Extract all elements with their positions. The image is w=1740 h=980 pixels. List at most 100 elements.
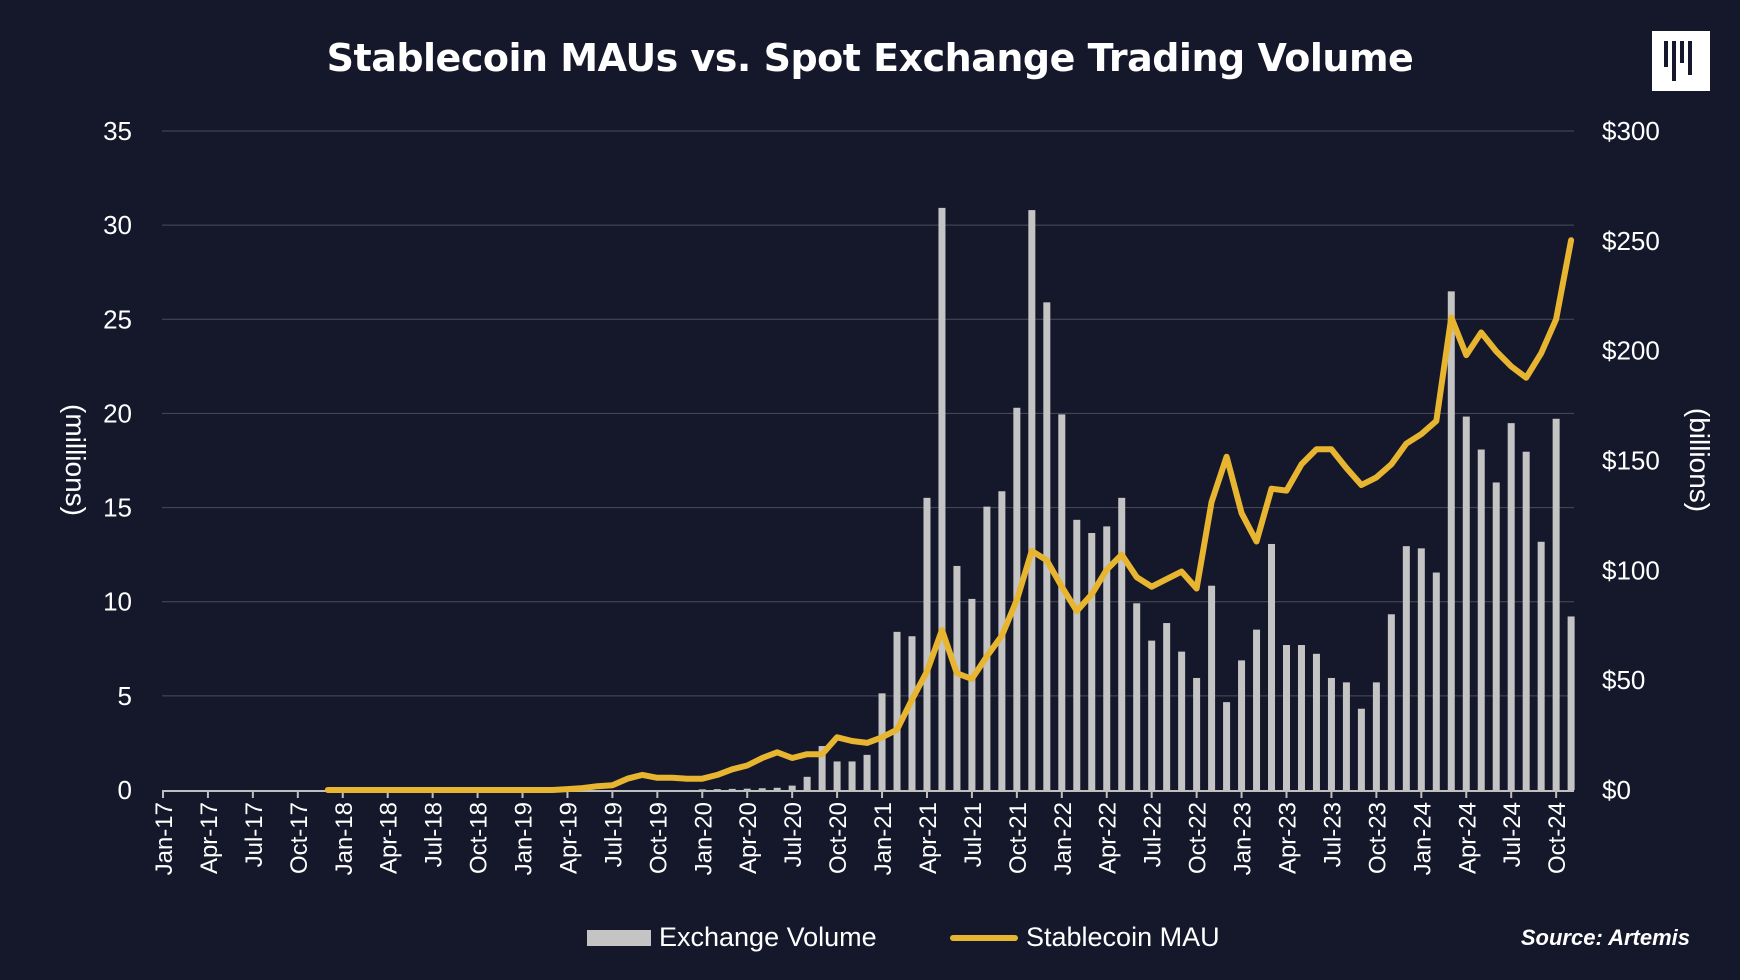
legend-swatch-line	[950, 934, 1018, 941]
bar-exchange-volume	[968, 598, 976, 790]
y-right-tick-label: $300	[1602, 116, 1660, 146]
x-tick-label: Jan-22	[1050, 802, 1077, 875]
x-tick-label: Jul-22	[1140, 802, 1167, 867]
x-tick-label: Apr-20	[735, 802, 762, 874]
bar-exchange-volume	[1223, 702, 1231, 790]
bar-exchange-volume	[1043, 302, 1051, 790]
bar-exchange-volume	[1402, 546, 1410, 790]
bar-exchange-volume	[923, 497, 931, 790]
bar-exchange-volume	[1148, 640, 1156, 790]
bar-exchange-volume	[1118, 497, 1126, 790]
bar-exchange-volume	[743, 788, 751, 790]
x-tick-label: Jul-20	[780, 802, 807, 867]
y-left-tick-label: 30	[103, 210, 132, 240]
bar-exchange-volume	[1327, 677, 1335, 790]
x-tick-label: Oct-17	[286, 802, 313, 874]
source-note: Source: Artemis	[1520, 925, 1690, 950]
legend-item-stablecoin-mau: Stablecoin MAU	[950, 922, 1220, 953]
bar-exchange-volume	[863, 754, 871, 790]
bar-exchange-volume	[1567, 616, 1575, 790]
x-tick-label: Oct-22	[1185, 802, 1212, 874]
bar-exchange-volume	[818, 746, 826, 790]
y-left-tick-label: 15	[103, 493, 132, 523]
x-tick-label: Jul-19	[600, 802, 627, 867]
bar-exchange-volume	[773, 787, 781, 790]
bar-exchange-volume	[1312, 653, 1320, 790]
x-tick-label: Oct-24	[1544, 802, 1571, 874]
y-right-tick-label: $200	[1602, 336, 1660, 366]
x-tick-label: Jul-23	[1319, 802, 1346, 867]
x-tick-label: Jan-21	[870, 802, 897, 875]
bar-exchange-volume	[833, 761, 841, 790]
bar-exchange-volume	[1283, 645, 1290, 790]
bar-exchange-volume	[1253, 629, 1261, 790]
x-tick-label: Jul-21	[960, 802, 987, 867]
bar-exchange-volume	[1342, 682, 1350, 790]
x-tick-label: Jan-23	[1230, 802, 1257, 875]
bar-exchange-volume	[1238, 660, 1246, 790]
bar-exchange-volume	[803, 776, 811, 790]
bar-exchange-volume	[1372, 682, 1380, 790]
x-tick-label: Jan-24	[1409, 802, 1436, 875]
bar-exchange-volume	[1537, 541, 1545, 790]
brand-logo	[1652, 31, 1710, 91]
legend-item-exchange-volume: Exchange Volume	[587, 922, 877, 953]
x-tick-label: Oct-20	[825, 802, 852, 874]
bar-exchange-volume	[1477, 449, 1485, 790]
bar-exchange-volume	[698, 789, 706, 790]
y-left-axis-label: (millions)	[60, 404, 91, 516]
x-tick-label: Oct-21	[1005, 802, 1032, 874]
x-tick-label: Apr-22	[1095, 802, 1122, 874]
x-tick-label: Apr-17	[196, 802, 223, 874]
y-right-tick-label: $100	[1602, 555, 1660, 585]
bar-exchange-volume	[728, 788, 736, 790]
bar-exchange-volume	[1178, 651, 1186, 790]
bar-exchange-volume	[788, 785, 796, 790]
bar-exchange-volume	[938, 207, 946, 791]
x-tick-label: Oct-23	[1364, 802, 1391, 874]
bar-exchange-volume	[953, 565, 961, 790]
bar-exchange-volume	[1103, 526, 1111, 790]
bar-exchange-volume	[983, 506, 991, 790]
bar-exchange-volume	[713, 789, 721, 790]
line-stablecoin-mau	[324, 237, 1575, 793]
x-tick-label: Oct-19	[645, 802, 672, 874]
x-tick-label: Jul-17	[241, 802, 268, 867]
x-tick-label: Jan-20	[690, 802, 717, 875]
bar-exchange-volume	[1507, 423, 1515, 790]
bar-exchange-volume	[1163, 623, 1171, 790]
bar-exchange-volume	[1268, 543, 1276, 790]
bar-exchange-volume	[893, 631, 901, 790]
y-left-tick-label: 0	[118, 775, 132, 805]
bar-exchange-volume	[1357, 708, 1365, 790]
y-right-tick-label: $150	[1602, 446, 1660, 476]
y-right-axis-label: (billions)	[1684, 408, 1715, 512]
legend-label: Exchange Volume	[659, 922, 877, 952]
x-tick-label: Jan-17	[151, 802, 178, 875]
bar-exchange-volume	[1058, 414, 1066, 790]
bar-exchange-volume	[1088, 532, 1096, 790]
x-tick-label: Apr-21	[915, 802, 942, 874]
bar-exchange-volume	[1133, 603, 1141, 790]
y-left-tick-label: 20	[103, 398, 132, 428]
legend-swatch-bar	[587, 929, 651, 946]
bar-exchange-volume	[1432, 572, 1440, 790]
x-tick-label: Jul-18	[421, 802, 448, 867]
chart-title: Stablecoin MAUs vs. Spot Exchange Tradin…	[326, 36, 1414, 80]
x-tick-label: Jul-24	[1499, 802, 1526, 867]
x-tick-label: Jan-19	[511, 802, 538, 875]
bar-exchange-volume	[1028, 210, 1036, 790]
y-left-tick-label: 10	[103, 587, 132, 617]
bar-exchange-volume	[848, 761, 856, 790]
x-tick-label: Oct-18	[466, 802, 493, 874]
bar-exchange-volume	[758, 788, 766, 790]
x-tick-label: Apr-24	[1454, 802, 1481, 874]
bar-exchange-volume	[1522, 451, 1530, 790]
y-right-tick-label: $0	[1602, 775, 1631, 805]
bar-exchange-volume	[1462, 416, 1470, 790]
bar-exchange-volume	[1387, 614, 1395, 790]
x-tick-label: Apr-23	[1275, 802, 1302, 874]
bar-exchange-volume	[1492, 482, 1500, 790]
bar-exchange-volume	[1193, 677, 1201, 790]
